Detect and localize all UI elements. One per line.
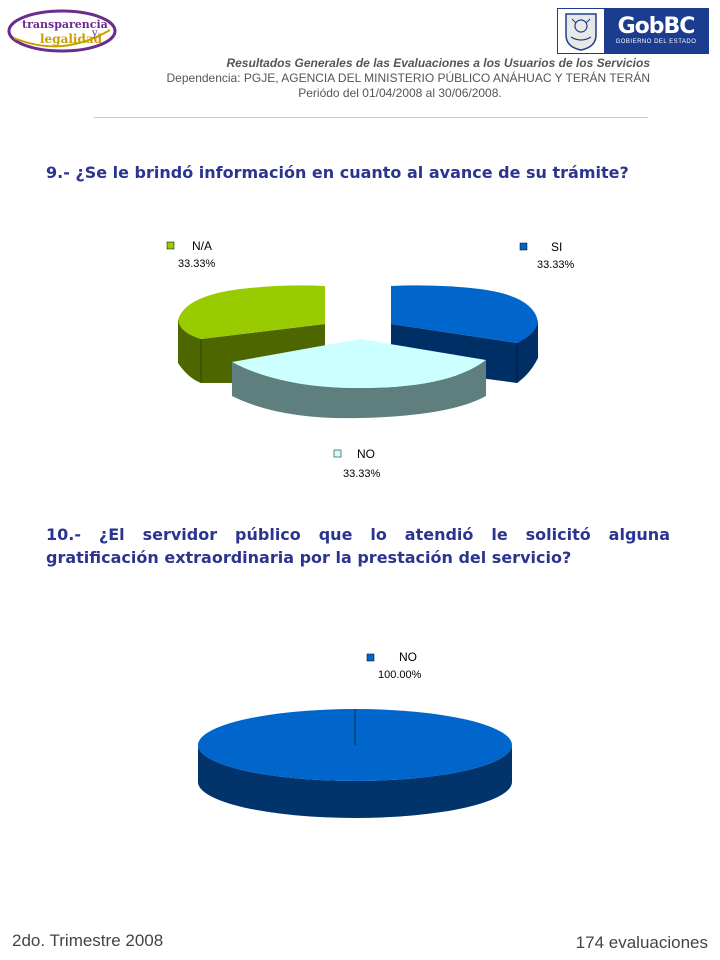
legend-si-swatch [519, 242, 528, 251]
gobbc-wordmark: GobBC GOBIERNO DEL ESTADO [604, 9, 708, 53]
pie-slice-no [232, 339, 486, 419]
transparencia-legalidad-logo: transparencia y legalidad [6, 8, 118, 54]
report-header: Resultados Generales de las Evaluaciones… [90, 56, 651, 101]
logo-left-line1: transparencia [22, 18, 108, 31]
gobbc-logo: GobBC GOBIERNO DEL ESTADO [557, 8, 709, 54]
legend-no-swatch [333, 449, 342, 458]
header-divider [94, 117, 648, 118]
logo-left-mark: y [91, 28, 98, 39]
label-na-value: 33.33% [178, 258, 216, 270]
logo-left-line2: legalidad [40, 32, 103, 46]
footer-quarter: 2do. Trimestre 2008 [12, 931, 164, 950]
pie-slice-na [178, 285, 325, 383]
label-no-category: NO [357, 447, 375, 461]
header-title: Resultados Generales de las Evaluaciones… [226, 56, 650, 70]
label-q10-category: NO [399, 650, 417, 664]
question-9: 9.- ¿Se le brindó información en cuanto … [46, 163, 629, 182]
pie-slice-no-100 [198, 709, 512, 818]
header-dependency: Dependencia: PGJE, AGENCIA DEL MINISTERI… [166, 71, 651, 85]
label-si-category: SI [551, 240, 562, 254]
pie-slice-si [391, 285, 538, 383]
label-si-value: 33.33% [537, 259, 575, 271]
label-na-category: N/A [192, 239, 212, 253]
footer-evaluations: 174 evaluaciones [575, 933, 708, 952]
gobbc-subtitle: GOBIERNO DEL ESTADO [615, 39, 697, 45]
legend-na-swatch [166, 241, 175, 250]
legend-q10-no-swatch [366, 653, 375, 662]
state-seal-icon [558, 9, 604, 53]
label-q10-value: 100.00% [378, 669, 422, 681]
header-period: Periódo del 01/04/2008 al 30/06/2008. [298, 86, 502, 100]
label-no-value: 33.33% [343, 468, 381, 480]
gobbc-title: GobBC [617, 14, 696, 39]
question-10: 10.- ¿El servidor público que lo atendió… [46, 525, 670, 567]
